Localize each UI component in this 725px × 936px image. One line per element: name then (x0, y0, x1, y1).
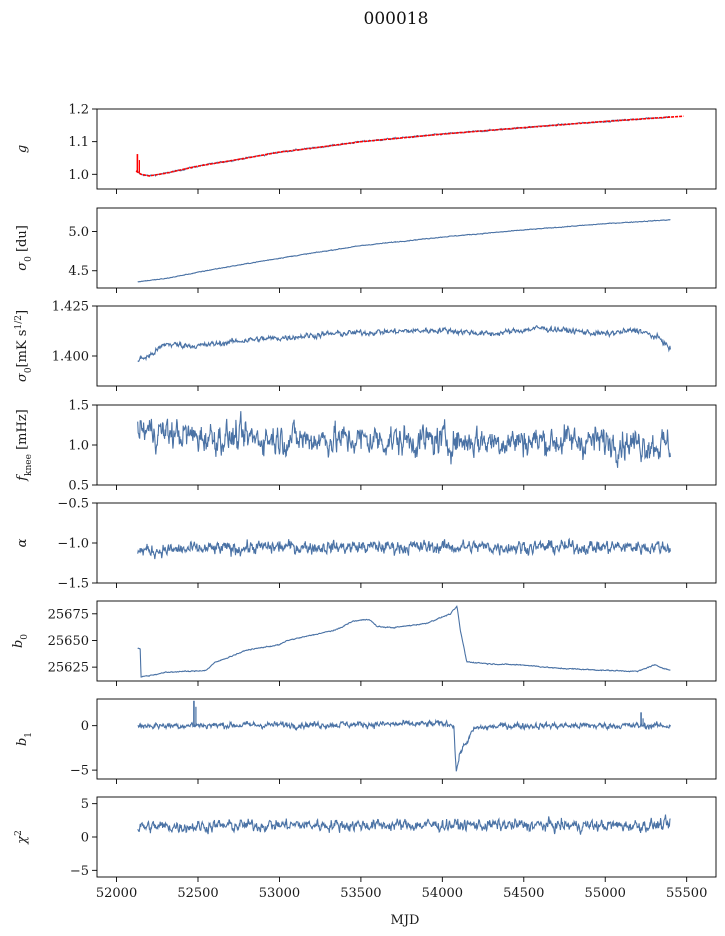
y-axis-title-g: g (15, 145, 30, 153)
y-tick-label: 0.5 (68, 479, 89, 494)
y-tick-label: 1.5 (68, 399, 89, 414)
y-tick-label: 5 (81, 797, 89, 812)
series-line-chi2 (137, 814, 671, 835)
y-tick-label: −5 (70, 864, 89, 879)
x-tick-label: 53000 (259, 886, 300, 901)
panels: 1.0 1.1 1.2 g 4.5 5.0 σ0 [du] 1.400 1.425 σ0[mK s… (11, 103, 717, 901)
panel-frame (96, 698, 717, 780)
y-tick-label: 1.2 (68, 103, 89, 118)
y-axis-title-b1: b1 (15, 732, 34, 746)
y-tick-label: −1.5 (57, 577, 89, 592)
series-line-alpha (137, 537, 671, 560)
panel-chi2: 52000 52500 53000 53500 54000 54500 55000 55500… (14, 796, 717, 901)
y-tick-label: −0.5 (57, 497, 89, 512)
y-tick-label: 25650 (48, 634, 89, 649)
x-tick-label: 54500 (503, 886, 544, 901)
panel-frame (96, 600, 717, 682)
panel-frame (96, 502, 717, 584)
y-tick-label: 5.0 (68, 225, 89, 240)
y-axis-title-sigma0: σ0 [du] (15, 225, 34, 271)
y-tick-label: −5 (70, 764, 89, 779)
y-tick-label: 1.0 (68, 439, 89, 454)
y-tick-label: 0 (81, 719, 89, 734)
panel-g: 1.0 1.1 1.2 g (15, 103, 717, 194)
y-tick-label: 0 (81, 831, 89, 846)
x-tick-label: 52500 (177, 886, 218, 901)
series-line-fknee (137, 411, 671, 468)
panel-frame (96, 305, 717, 387)
fit-line-g (135, 115, 684, 177)
panel-sigma0_nu: 1.400 1.425 σ0[mK s1/2] (14, 300, 717, 391)
y-tick-label: 1.1 (68, 135, 89, 150)
y-tick-label: 1.0 (68, 168, 89, 183)
series-line-sigma0_nu (137, 325, 671, 363)
x-axis-title: MJD (391, 913, 420, 928)
series-line-b0 (137, 605, 671, 678)
x-tick-label: 52000 (96, 886, 137, 901)
panel-sigma0: 4.5 5.0 σ0 [du] (15, 207, 717, 293)
panel-frame (96, 108, 717, 190)
panel-frame (96, 796, 717, 878)
x-tick-label: 55500 (666, 886, 707, 901)
panel-b1: −5 0 b1 (15, 698, 717, 784)
y-tick-label: 4.5 (68, 264, 89, 279)
y-axis-title-chi2: χ2 (14, 830, 30, 845)
x-tick-label: 53500 (340, 886, 381, 901)
y-axis-title-alpha: α (15, 538, 30, 547)
series-line-sigma0 (137, 219, 671, 283)
x-tick-label: 54000 (422, 886, 463, 901)
series-line-b1 (137, 718, 671, 772)
y-tick-label: 1.400 (52, 350, 89, 365)
y-axis-title-b0: b0 (11, 634, 30, 648)
panel-fknee: 0.5 1.0 1.5 fknee [mHz] (15, 399, 717, 494)
y-tick-label: −1.0 (57, 537, 89, 552)
series-line-g (135, 115, 671, 178)
panel-frame (96, 207, 717, 289)
y-axis-title-sigma0_nu: σ0[mK s1/2] (14, 310, 34, 382)
y-axis-title-fknee: fknee [mHz] (15, 409, 34, 482)
panel-b0: 25625 25650 25675 b0 (11, 600, 717, 686)
figure-title: 000018 (364, 9, 429, 29)
y-tick-label: 25625 (48, 661, 89, 676)
y-tick-label: 25675 (48, 607, 89, 622)
panel-alpha: −1.5 −1.0 −0.5 α (15, 497, 717, 592)
x-tick-label: 55000 (585, 886, 626, 901)
y-tick-label: 1.425 (52, 300, 89, 315)
